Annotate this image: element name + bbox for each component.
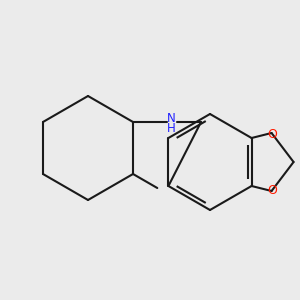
Text: N: N: [167, 112, 176, 125]
Text: H: H: [167, 122, 176, 136]
Text: O: O: [268, 184, 278, 196]
Text: O: O: [268, 128, 278, 142]
